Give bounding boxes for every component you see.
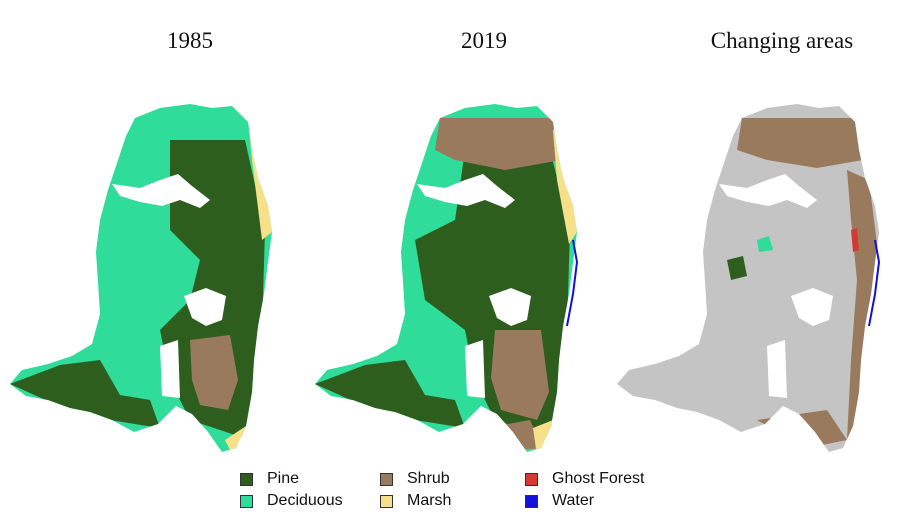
legend-item-pine: Pine bbox=[240, 470, 299, 488]
legend-label-ghost-forest: Ghost Forest bbox=[552, 470, 645, 487]
map-change-water-edge bbox=[868, 239, 881, 327]
legend-label-marsh: Marsh bbox=[407, 492, 452, 509]
legend-swatch-ghost-forest bbox=[525, 472, 538, 486]
legend: Pine Deciduous Shrub Marsh Ghost Forest … bbox=[240, 470, 690, 514]
map-2019-water-inlet bbox=[417, 174, 515, 208]
legend-swatch-water bbox=[525, 494, 538, 508]
legend-swatch-pine bbox=[240, 472, 253, 486]
map-1985-shrub bbox=[190, 335, 238, 410]
map-1985-water-inlet bbox=[112, 174, 210, 208]
map-2019-clearing-2 bbox=[465, 340, 485, 398]
map-change-water-inlet bbox=[719, 174, 817, 208]
map-change-clearing bbox=[791, 288, 833, 326]
legend-item-deciduous: Deciduous bbox=[240, 492, 343, 510]
map-1985-clearing-2 bbox=[160, 340, 180, 398]
map-change-ghost-forest-2 bbox=[851, 228, 859, 252]
legend-item-water: Water bbox=[525, 492, 594, 510]
map-1985-clearing bbox=[184, 288, 226, 326]
map-2019-clearing bbox=[489, 288, 531, 326]
map-change-clearing-2 bbox=[767, 340, 787, 398]
map-change-deciduous-patch bbox=[757, 236, 773, 252]
legend-label-deciduous: Deciduous bbox=[267, 492, 343, 509]
map-changing-areas bbox=[617, 104, 881, 452]
legend-label-water: Water bbox=[552, 492, 595, 509]
legend-swatch-deciduous bbox=[240, 494, 253, 508]
map-2019-pine-west bbox=[315, 360, 465, 428]
map-1985-pine-west bbox=[10, 360, 160, 428]
map-2019-shrub bbox=[491, 330, 549, 420]
map-change-pine-patch bbox=[727, 256, 747, 280]
map-2019-shrub-north bbox=[435, 118, 561, 170]
legend-swatch-shrub bbox=[380, 472, 393, 486]
panel-title-2019: 2019 bbox=[461, 28, 507, 53]
legend-swatch-marsh bbox=[380, 494, 393, 508]
map-2019 bbox=[315, 104, 579, 452]
legend-item-marsh: Marsh bbox=[380, 492, 451, 510]
legend-label-pine: Pine bbox=[267, 470, 300, 487]
panel-title-1985: 1985 bbox=[167, 28, 213, 53]
legend-item-ghost-forest: Ghost Forest bbox=[525, 470, 644, 488]
map-change-shrub-north bbox=[737, 118, 863, 168]
legend-item-shrub: Shrub bbox=[380, 470, 450, 488]
map-2019-water-edge bbox=[566, 239, 579, 327]
legend-label-shrub: Shrub bbox=[407, 470, 450, 487]
map-1985-pine bbox=[160, 140, 265, 440]
map-1985 bbox=[10, 104, 272, 452]
panel-title-changing-areas: Changing areas bbox=[710, 28, 854, 53]
